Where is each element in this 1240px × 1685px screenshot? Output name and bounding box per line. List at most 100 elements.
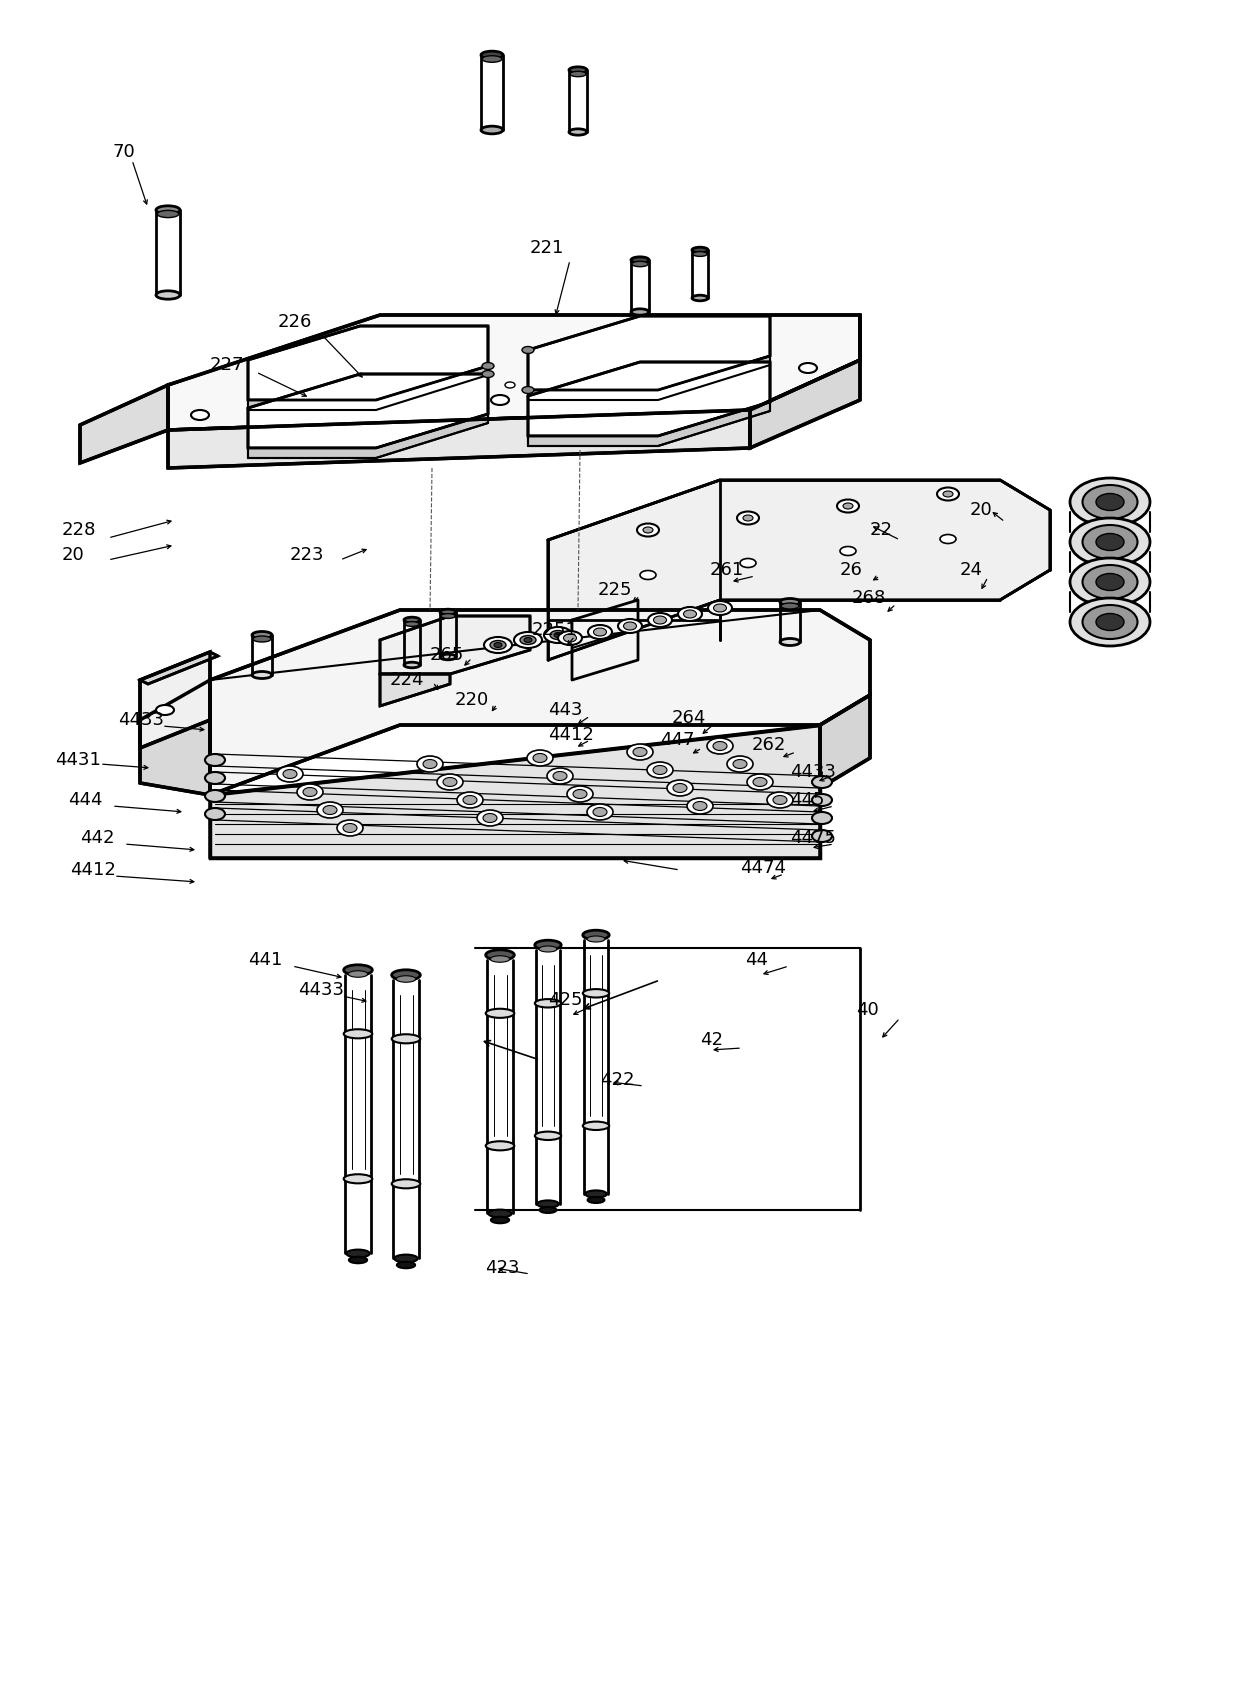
Ellipse shape xyxy=(693,802,707,810)
Ellipse shape xyxy=(392,1180,420,1188)
Ellipse shape xyxy=(205,772,224,784)
Ellipse shape xyxy=(522,386,534,394)
Ellipse shape xyxy=(484,814,497,822)
Polygon shape xyxy=(379,617,529,674)
Ellipse shape xyxy=(799,362,817,372)
Ellipse shape xyxy=(683,610,697,618)
Ellipse shape xyxy=(687,799,713,814)
Ellipse shape xyxy=(481,126,503,133)
Polygon shape xyxy=(167,315,861,430)
Ellipse shape xyxy=(525,637,532,642)
Text: 227: 227 xyxy=(210,356,244,374)
Ellipse shape xyxy=(547,768,573,784)
Polygon shape xyxy=(528,317,770,389)
Text: 220: 220 xyxy=(455,691,490,709)
Ellipse shape xyxy=(486,950,515,960)
Ellipse shape xyxy=(458,792,484,809)
Ellipse shape xyxy=(692,248,708,253)
Ellipse shape xyxy=(937,487,959,500)
Ellipse shape xyxy=(482,56,502,62)
Ellipse shape xyxy=(463,795,477,804)
Ellipse shape xyxy=(534,1132,562,1141)
Text: 445: 445 xyxy=(790,790,825,809)
Ellipse shape xyxy=(481,51,503,59)
Ellipse shape xyxy=(649,613,672,627)
Ellipse shape xyxy=(423,760,436,768)
Ellipse shape xyxy=(436,773,463,790)
Ellipse shape xyxy=(522,347,534,354)
Ellipse shape xyxy=(587,935,605,942)
Ellipse shape xyxy=(653,765,667,775)
Ellipse shape xyxy=(693,251,707,256)
Ellipse shape xyxy=(343,966,372,976)
Ellipse shape xyxy=(554,632,562,637)
Ellipse shape xyxy=(404,622,419,627)
Text: 4433: 4433 xyxy=(118,711,164,730)
Ellipse shape xyxy=(843,504,853,509)
Text: 444: 444 xyxy=(68,790,103,809)
Polygon shape xyxy=(140,652,218,684)
Ellipse shape xyxy=(534,940,562,950)
Ellipse shape xyxy=(482,362,494,369)
Ellipse shape xyxy=(298,784,322,800)
Ellipse shape xyxy=(553,772,567,780)
Ellipse shape xyxy=(477,810,503,826)
Text: 20: 20 xyxy=(970,500,993,519)
Ellipse shape xyxy=(812,794,832,805)
Ellipse shape xyxy=(392,971,420,981)
Ellipse shape xyxy=(583,930,609,940)
Polygon shape xyxy=(248,366,489,409)
Text: 42: 42 xyxy=(701,1031,723,1050)
Ellipse shape xyxy=(157,211,179,217)
Text: 22: 22 xyxy=(870,521,893,539)
Text: 4412: 4412 xyxy=(548,726,594,745)
Text: 268: 268 xyxy=(852,590,887,607)
Polygon shape xyxy=(210,725,820,858)
Ellipse shape xyxy=(1083,605,1137,639)
Ellipse shape xyxy=(781,603,799,608)
Ellipse shape xyxy=(490,955,510,962)
Ellipse shape xyxy=(632,261,649,266)
Ellipse shape xyxy=(156,704,174,714)
Polygon shape xyxy=(528,362,770,436)
Ellipse shape xyxy=(343,1174,372,1183)
Ellipse shape xyxy=(653,617,667,623)
Ellipse shape xyxy=(346,1250,370,1257)
Ellipse shape xyxy=(837,499,859,512)
Ellipse shape xyxy=(637,524,658,536)
Text: 24: 24 xyxy=(960,561,983,580)
Ellipse shape xyxy=(573,790,587,799)
Ellipse shape xyxy=(627,745,653,760)
Ellipse shape xyxy=(567,785,593,802)
Ellipse shape xyxy=(397,976,415,982)
Polygon shape xyxy=(210,610,870,795)
Ellipse shape xyxy=(394,1255,418,1262)
Ellipse shape xyxy=(527,750,553,767)
Ellipse shape xyxy=(692,295,708,302)
Ellipse shape xyxy=(727,757,753,772)
Ellipse shape xyxy=(708,602,732,615)
Text: 4433: 4433 xyxy=(298,981,343,999)
Text: 4433: 4433 xyxy=(790,763,836,782)
Ellipse shape xyxy=(417,757,443,772)
Ellipse shape xyxy=(440,613,455,618)
Ellipse shape xyxy=(1096,534,1123,551)
Ellipse shape xyxy=(489,1210,512,1217)
Ellipse shape xyxy=(252,672,272,679)
Text: 4474: 4474 xyxy=(740,859,786,876)
Ellipse shape xyxy=(1070,558,1149,607)
Ellipse shape xyxy=(780,639,800,645)
Ellipse shape xyxy=(283,770,298,778)
Ellipse shape xyxy=(539,1206,557,1213)
Ellipse shape xyxy=(558,630,582,645)
Text: 4412: 4412 xyxy=(69,861,115,880)
Ellipse shape xyxy=(277,767,303,782)
Ellipse shape xyxy=(644,527,653,532)
Ellipse shape xyxy=(587,804,613,821)
Text: 226: 226 xyxy=(278,313,312,330)
Ellipse shape xyxy=(1070,598,1149,645)
Text: 261: 261 xyxy=(711,561,744,580)
Ellipse shape xyxy=(593,807,608,817)
Text: 265: 265 xyxy=(430,645,464,664)
Text: 423: 423 xyxy=(485,1259,520,1277)
